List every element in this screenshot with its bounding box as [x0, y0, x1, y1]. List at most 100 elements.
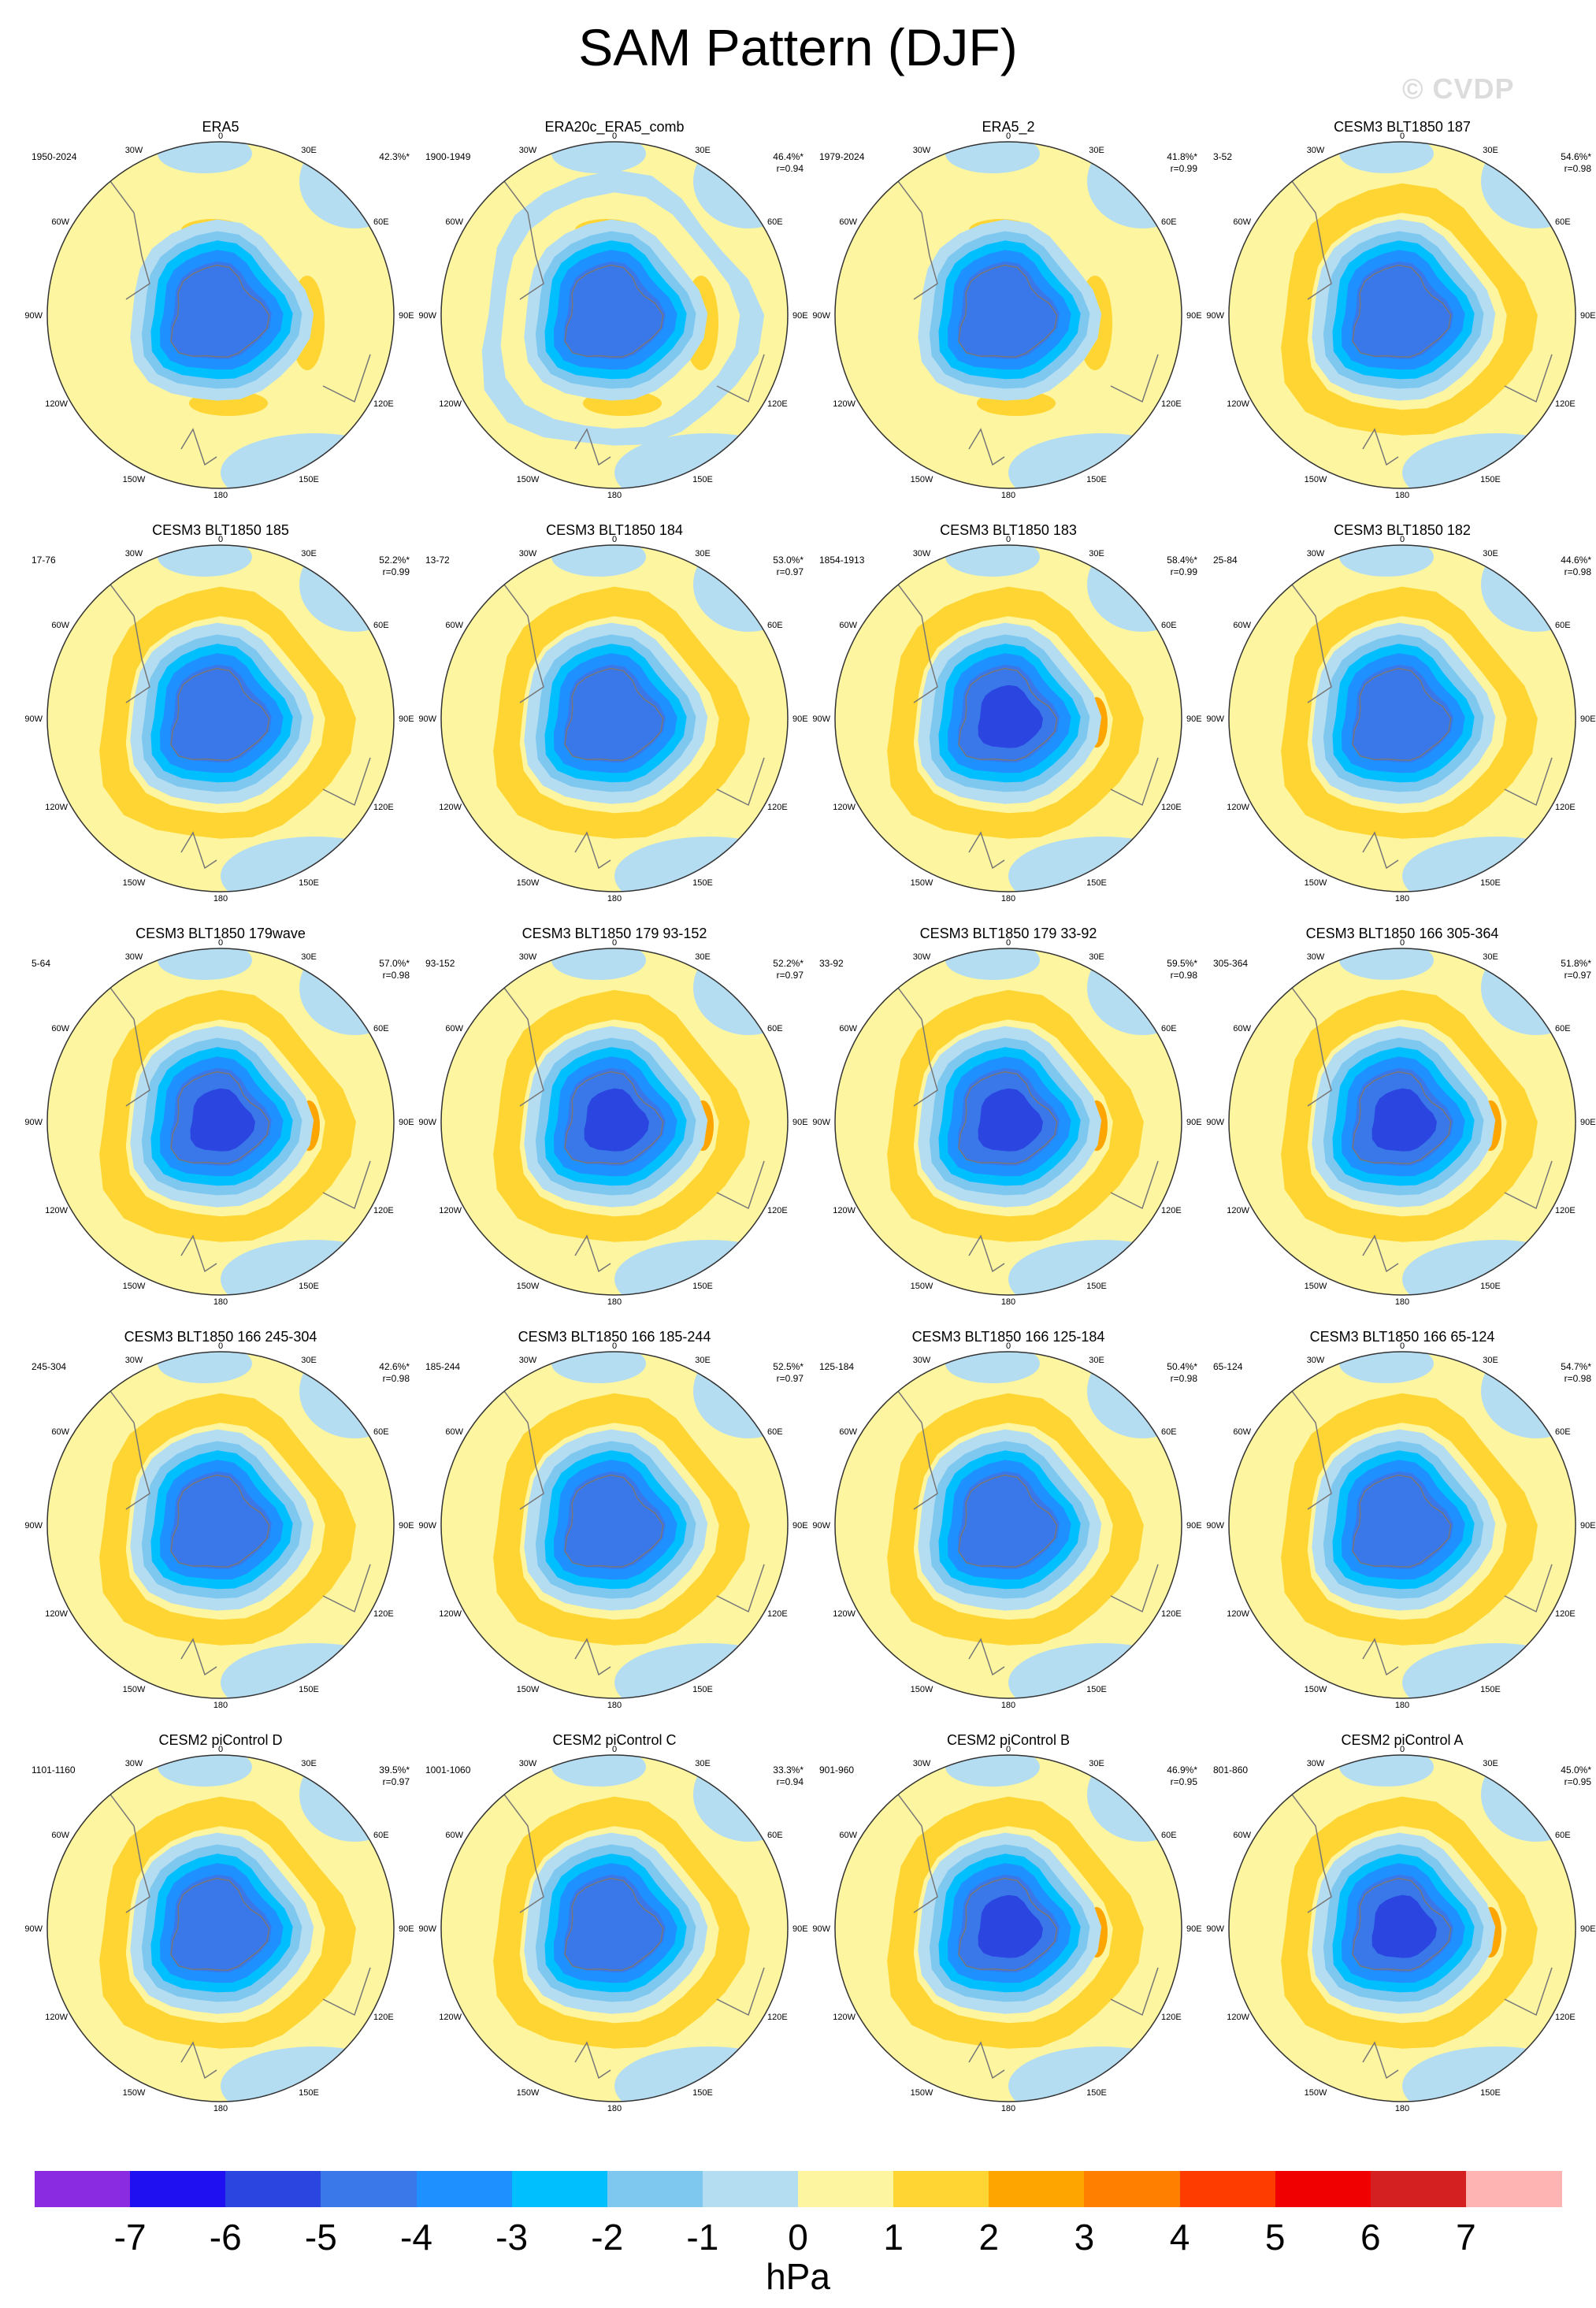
lon-label-w150: 150W	[517, 1282, 540, 1291]
panel-title: CESM2 piControl A	[1341, 1732, 1464, 1748]
map-panel: 0 30W 30E 60W 60E 90W 90E 120W 120E 150W 150E 180 CE…	[1205, 1731, 1596, 2125]
lon-label-e150: 150E	[1086, 1282, 1107, 1291]
panel-title: CESM3 BLT1850 184	[546, 522, 683, 538]
lon-label-e60: 60E	[1161, 1831, 1177, 1840]
pattern-correlation: r=0.97	[1564, 970, 1591, 981]
colorbar-tick-label: -5	[304, 2217, 337, 2258]
pattern-correlation: r=0.97	[776, 566, 804, 577]
variance-stats: 52.5%* r=0.97	[773, 1361, 804, 1385]
polar-map: 0 30W 30E 60W 60E 90W 90E 120W 120E 150W 150E 180	[812, 1745, 1202, 2113]
lon-label-w150: 150W	[1305, 1282, 1327, 1291]
panel-title: CESM3 BLT1850 183	[940, 522, 1077, 538]
lon-label-nw: 30W	[1307, 1759, 1325, 1768]
lon-label-w90: 90W	[812, 1118, 830, 1127]
pattern-correlation: r=0.94	[776, 163, 804, 174]
lon-label-w120: 120W	[833, 399, 856, 409]
lon-label-s: 180	[1001, 2104, 1015, 2113]
polar-map: 0 30W 30E 60W 60E 90W 90E 120W 120E 150W 150E 180	[812, 938, 1201, 1307]
lon-label-ne: 30E	[695, 1356, 711, 1365]
lon-label-e90: 90E	[1186, 311, 1202, 321]
pattern-correlation: r=0.98	[382, 1373, 410, 1384]
year-range: 1854-1913	[819, 555, 865, 566]
lon-label-w120: 120W	[833, 1609, 856, 1619]
lon-label-e150: 150E	[1480, 878, 1501, 888]
lon-label-w120: 120W	[439, 1206, 462, 1215]
lon-label-e90: 90E	[792, 1924, 808, 1934]
colorbar-swatch	[1084, 2171, 1180, 2207]
year-range: 33-92	[819, 958, 844, 969]
lon-label-s: 180	[1001, 1297, 1015, 1307]
lon-label-e120: 120E	[373, 1206, 394, 1215]
pattern-correlation: r=0.97	[776, 1373, 804, 1384]
lon-label-e150: 150E	[1086, 2088, 1107, 2098]
variance-stats: 52.2%* r=0.97	[773, 958, 804, 981]
lon-label-e60: 60E	[767, 217, 783, 227]
watermark: © CVDP	[1402, 72, 1515, 105]
lon-label-nw: 30W	[125, 549, 143, 558]
colorbar-swatch	[893, 2171, 989, 2207]
lon-label-w150: 150W	[1305, 878, 1327, 888]
lon-label-w60: 60W	[1233, 1831, 1251, 1840]
lon-label-w90: 90W	[812, 714, 830, 724]
lon-label-n: 0	[218, 938, 223, 948]
lon-label-s: 180	[1001, 1701, 1015, 1710]
lon-label-e90: 90E	[1580, 1118, 1596, 1127]
variance-stats: 46.4%* r=0.94	[773, 151, 804, 175]
map-panel: 0 30W 30E 60W 60E 90W 90E 120W 120E 150W 150E 180 ER…	[24, 118, 418, 512]
lon-label-w150: 150W	[123, 475, 146, 484]
year-range: 901-960	[819, 1764, 855, 1776]
lon-label-e60: 60E	[767, 1831, 783, 1840]
pattern-correlation: r=0.97	[382, 1776, 410, 1787]
lon-label-e90: 90E	[1186, 1924, 1202, 1934]
lon-label-w60: 60W	[445, 1427, 463, 1437]
lon-label-ne: 30E	[1483, 549, 1498, 558]
colorbar-units: hPa	[766, 2256, 830, 2297]
panel-title: CESM3 BLT1850 166 245-304	[124, 1329, 317, 1345]
panel-title: CESM2 piControl C	[552, 1732, 677, 1748]
colorbar-tick-label: -3	[496, 2217, 529, 2258]
lon-label-w60: 60W	[1233, 1427, 1251, 1437]
lon-label-e90: 90E	[399, 311, 414, 321]
lon-label-e150: 150E	[1086, 475, 1107, 484]
polar-map: 0 30W 30E 60W 60E 90W 90E 120W 120E 150W 150E 180	[24, 1745, 414, 2113]
lon-label-e150: 150E	[692, 878, 713, 888]
lon-label-ne: 30E	[1483, 1356, 1498, 1365]
lon-label-e90: 90E	[792, 714, 808, 724]
panel-title: CESM3 BLT1850 166 65-124	[1309, 1329, 1495, 1345]
lon-label-e120: 120E	[1161, 803, 1182, 812]
lon-label-nw: 30W	[913, 1356, 931, 1365]
polar-map: 0 30W 30E 60W 60E 90W 90E 120W 120E 150W 150E 180	[1206, 132, 1595, 500]
lon-label-w90: 90W	[812, 311, 830, 321]
lon-label-e90: 90E	[399, 1924, 414, 1934]
lon-label-s: 180	[213, 491, 228, 500]
percent-variance: 54.6%*	[1561, 151, 1591, 162]
lon-label-w90: 90W	[24, 311, 43, 321]
colorbar-swatch	[35, 2171, 131, 2207]
year-range: 305-364	[1213, 958, 1249, 969]
lon-label-w150: 150W	[1305, 1685, 1327, 1694]
lon-label-w150: 150W	[911, 1685, 933, 1694]
lon-label-n: 0	[612, 938, 617, 948]
percent-variance: 52.2%*	[773, 958, 804, 969]
pattern-correlation: r=0.94	[776, 1776, 804, 1787]
lon-label-ne: 30E	[695, 952, 711, 962]
variance-stats: 42.6%* r=0.98	[379, 1361, 410, 1385]
panel-title: CESM3 BLT1850 179 33-92	[919, 926, 1097, 941]
lon-label-s: 180	[1395, 894, 1409, 904]
lon-label-nw: 30W	[913, 549, 931, 558]
lon-label-e60: 60E	[1555, 217, 1571, 227]
lon-label-e120: 120E	[767, 399, 788, 409]
colorbar-tick-label: 2	[978, 2217, 1000, 2258]
map-panel: 0 30W 30E 60W 60E 90W 90E 120W 120E 150W 150E 180 CE…	[1205, 925, 1596, 1319]
lon-label-n: 0	[218, 1341, 223, 1351]
lon-label-s: 180	[1395, 1297, 1409, 1307]
lon-label-ne: 30E	[1089, 1356, 1104, 1365]
panel-title: CESM3 BLT1850 166 185-244	[518, 1329, 711, 1345]
lon-label-e120: 120E	[373, 803, 394, 812]
lon-label-nw: 30W	[913, 1759, 931, 1768]
lon-label-nw: 30W	[1307, 549, 1325, 558]
page-title: SAM Pattern (DJF)	[578, 18, 1018, 76]
lon-label-e150: 150E	[692, 1282, 713, 1291]
lon-label-s: 180	[607, 1297, 622, 1307]
map-panel: 0 30W 30E 60W 60E 90W 90E 120W 120E 150W 150E 180 CE…	[811, 1328, 1205, 1722]
